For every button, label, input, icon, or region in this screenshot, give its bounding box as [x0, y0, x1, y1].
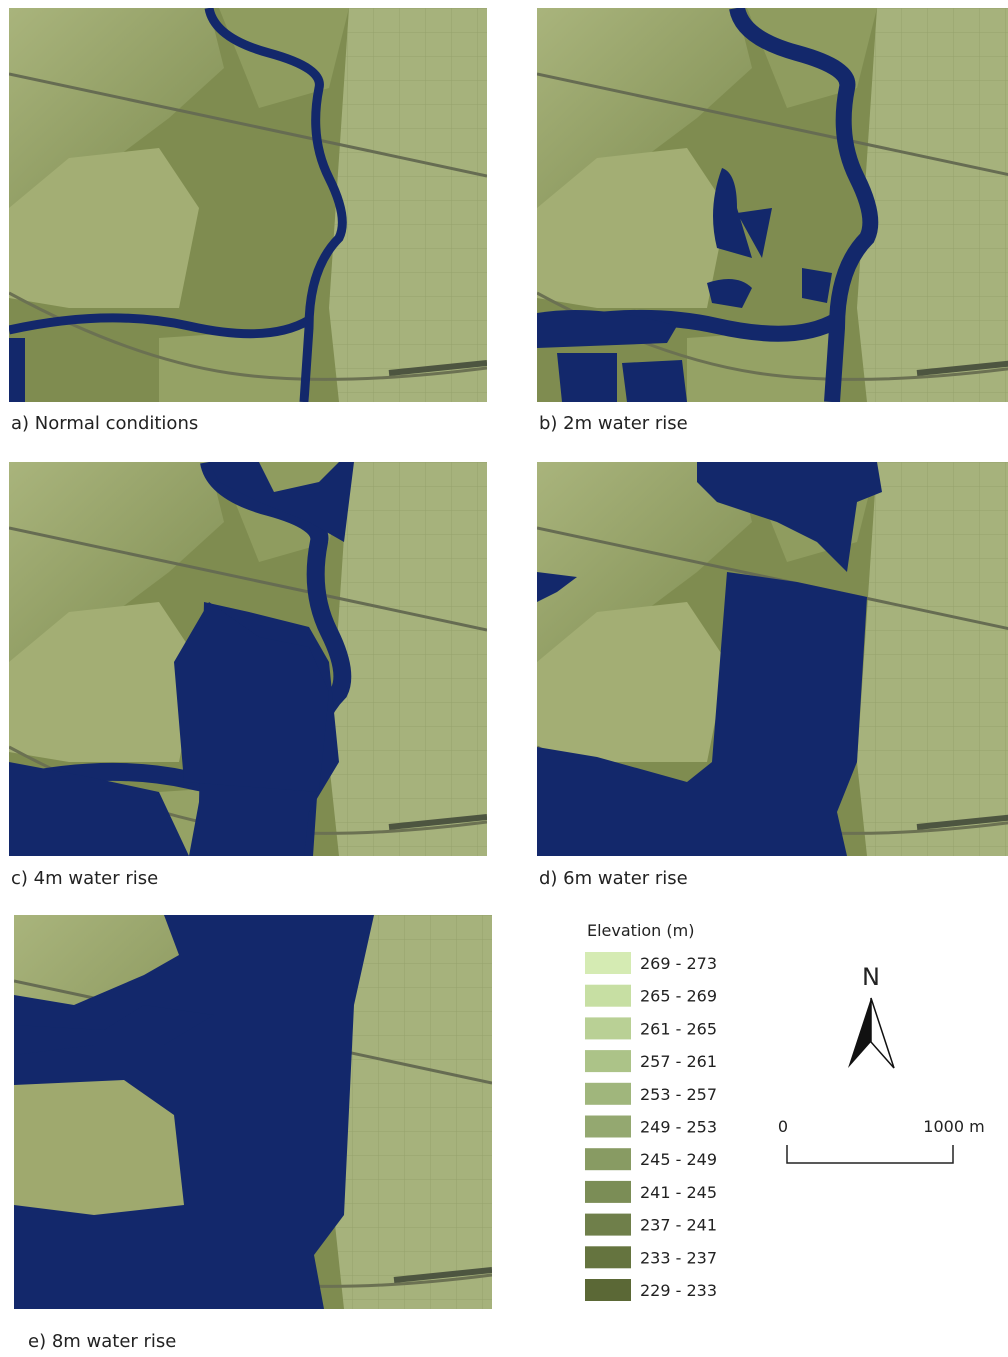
legend-swatch: [585, 1214, 631, 1236]
legend-title: Elevation (m): [587, 921, 694, 940]
page: {"panels": [ {"caption": "a) Normal cond…: [0, 0, 1008, 1353]
scale-label: 0: [778, 1117, 788, 1136]
legend-swatch: [585, 1050, 631, 1072]
legend-swatch: [585, 1279, 631, 1301]
legend-swatch: [585, 1083, 631, 1105]
figure: a) Normal conditions b) 2m water rise c)…: [0, 0, 1008, 1353]
legend-label: 241 - 245: [640, 1183, 717, 1202]
north-arrow: N: [848, 963, 894, 1068]
legend-swatch: [585, 985, 631, 1007]
legend-swatch: [585, 1246, 631, 1268]
legend-label: 253 - 257: [640, 1085, 717, 1104]
scale-bar: 0 1000 m: [778, 1117, 985, 1163]
map-panel-a: [9, 8, 487, 402]
panel-caption: b) 2m water rise: [539, 413, 688, 434]
legend-swatch: [585, 1017, 631, 1039]
legend-label: 269 - 273: [640, 954, 717, 973]
legend-label: 229 - 233: [640, 1281, 717, 1300]
panel-caption: a) Normal conditions: [11, 413, 198, 434]
map-panel-b: [537, 8, 1008, 402]
legend-swatch: [585, 952, 631, 974]
map-panel-d: [537, 462, 1008, 856]
legend-swatch: [585, 1148, 631, 1170]
map-panel-e: [14, 915, 492, 1309]
legend-label: 265 - 269: [640, 987, 717, 1006]
legend-label: 233 - 237: [640, 1248, 717, 1267]
map-panel-c: [9, 462, 487, 856]
panel-caption: d) 6m water rise: [539, 868, 688, 889]
legend-label: 245 - 249: [640, 1150, 717, 1169]
north-label: N: [862, 963, 880, 991]
legend-swatch: [585, 1116, 631, 1138]
legend-label: 249 - 253: [640, 1118, 717, 1137]
legend-label: 237 - 241: [640, 1216, 717, 1235]
panel-caption: e) 8m water rise: [28, 1331, 176, 1352]
panel-caption: c) 4m water rise: [11, 868, 158, 889]
legend-label: 261 - 265: [640, 1019, 717, 1038]
legend-swatch: [585, 1181, 631, 1203]
legend: Elevation (m) 269 - 273 265 - 269 261 - 26…: [585, 921, 717, 1301]
legend-label: 257 - 261: [640, 1052, 717, 1071]
scale-label: 1000 m: [923, 1117, 984, 1136]
